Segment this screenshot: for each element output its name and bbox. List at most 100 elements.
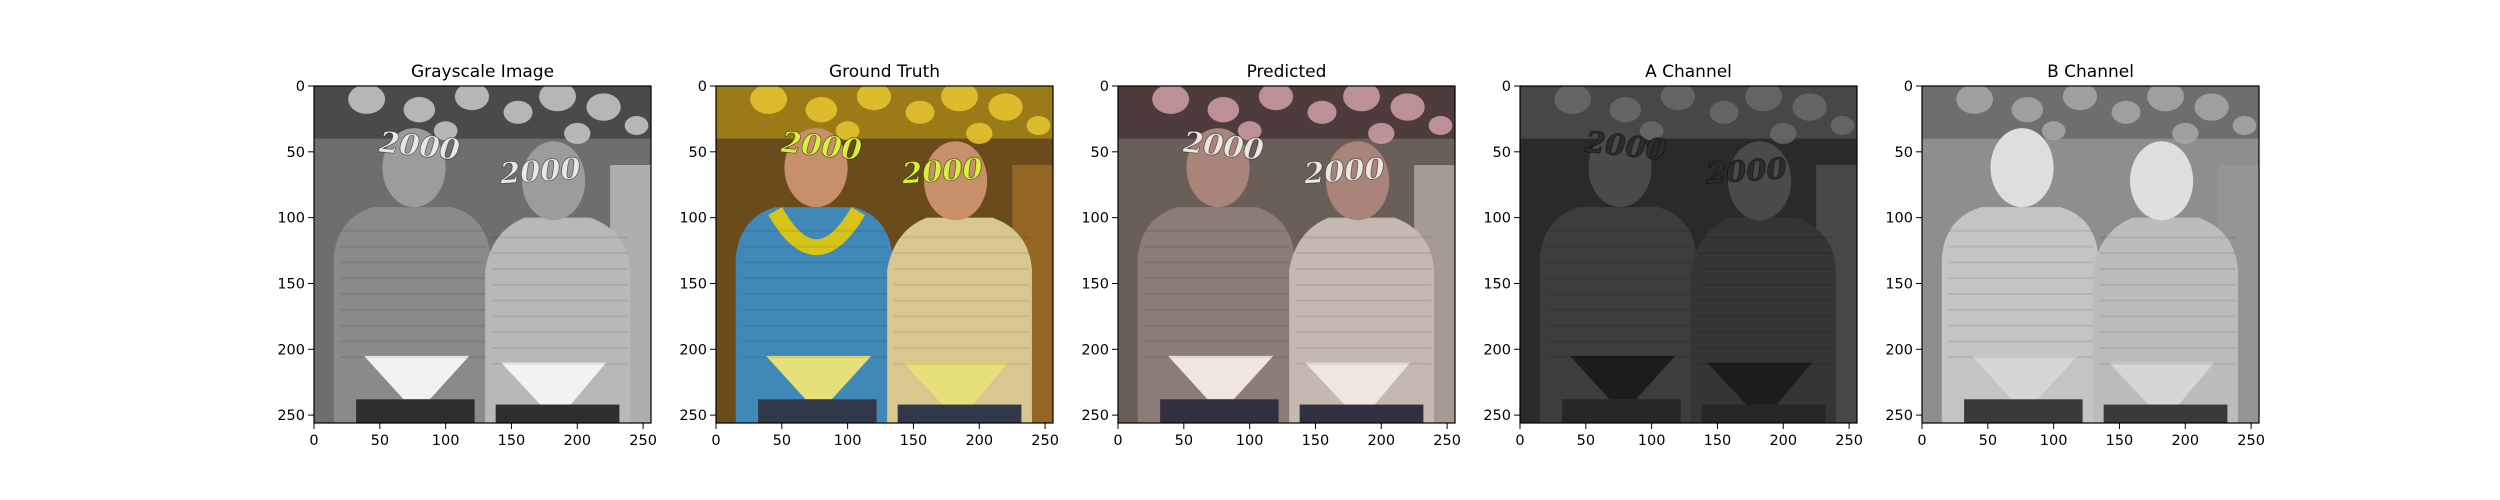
balloon: [1390, 93, 1425, 121]
left-person-underwear: [1570, 355, 1676, 400]
x-tick-label: 0: [1917, 433, 1926, 449]
right-person-head: [1325, 141, 1390, 221]
y-tick-label: 50: [1895, 145, 1913, 161]
x-tick-label: 50: [1577, 433, 1595, 449]
balloon: [1237, 121, 1262, 141]
left-person-jeans: [1160, 399, 1279, 423]
x-tick-label: 150: [2106, 433, 2134, 449]
balloon: [966, 122, 993, 144]
x-tick-label: 200: [2171, 433, 2199, 449]
left-person-lei: [768, 206, 865, 256]
x-tick-label: 50: [371, 433, 389, 449]
y-tick-label: 0: [1100, 79, 1109, 95]
y-tick-label: 100: [1483, 211, 1511, 227]
balloon: [564, 122, 591, 144]
balloon: [433, 121, 458, 141]
y-tick-label: 150: [1483, 276, 1511, 292]
right-person-head: [521, 141, 586, 221]
balloon: [805, 97, 838, 123]
left-person-jeans: [1964, 399, 2083, 423]
left-person-lei: [1170, 206, 1267, 256]
right-person-underwear: [2108, 362, 2215, 405]
left-person-head: [1588, 128, 1652, 208]
right-person-underwear: [902, 362, 1009, 405]
y-tick-label: 0: [296, 79, 305, 95]
balloon: [403, 97, 436, 123]
y-tick-label: 200: [1885, 342, 1913, 358]
y-tick-label: 0: [698, 79, 707, 95]
panel-frame: [1117, 85, 1456, 424]
balloon: [2011, 97, 2044, 123]
x-tick-label: 0: [309, 433, 318, 449]
x-tick-label: 100: [432, 433, 460, 449]
balloon: [539, 86, 576, 112]
glasses-2000-text: 2000: [377, 125, 462, 167]
x-tick-label: 0: [1113, 433, 1122, 449]
balloon: [2172, 122, 2199, 144]
balloon: [1554, 86, 1592, 114]
glasses-2000-text: 2000: [1704, 151, 1788, 191]
balloon: [1343, 86, 1380, 112]
balloon: [1258, 86, 1294, 111]
panel-frame: [1921, 85, 2260, 424]
right-person-underwear: [1304, 362, 1411, 405]
balloon: [1307, 100, 1337, 124]
right-person-head: [1727, 141, 1792, 221]
balloon: [1152, 86, 1190, 114]
x-tick-label: 250: [1835, 433, 1863, 449]
x-tick-label: 150: [498, 433, 526, 449]
balloon: [1660, 86, 1696, 111]
left-person-head: [784, 128, 848, 208]
left-person-jeans: [356, 399, 475, 423]
x-tick-label: 250: [629, 433, 657, 449]
y-tick-label: 50: [689, 145, 707, 161]
y-tick-label: 250: [1885, 408, 1913, 424]
y-tick-label: 250: [1483, 408, 1511, 424]
balloon: [2194, 93, 2229, 121]
balloon: [1639, 121, 1664, 141]
x-tick-label: 0: [711, 433, 720, 449]
y-tick-label: 250: [679, 408, 707, 424]
x-tick-label: 250: [1433, 433, 1461, 449]
left-person-underwear: [1972, 355, 2078, 400]
y-tick-label: 200: [1081, 342, 1109, 358]
balloon: [750, 86, 788, 114]
left-person-underwear: [1168, 355, 1274, 400]
y-tick-label: 200: [1483, 342, 1511, 358]
x-tick-label: 100: [1236, 433, 1264, 449]
balloon: [905, 100, 935, 124]
balloon: [2062, 86, 2098, 111]
panel-title: B Channel: [2047, 62, 2134, 82]
y-tick-label: 150: [679, 276, 707, 292]
x-tick-label: 150: [900, 433, 928, 449]
x-tick-label: 50: [773, 433, 791, 449]
balloon: [2111, 100, 2141, 124]
balloon: [1428, 116, 1453, 135]
balloon: [2041, 121, 2066, 141]
balloon: [2232, 116, 2257, 135]
balloon: [941, 86, 978, 112]
balloon: [835, 121, 860, 141]
left-person-underwear: [766, 355, 872, 400]
right-person-jeans: [1701, 404, 1826, 423]
panel-title: Ground Truth: [829, 62, 940, 82]
y-tick-label: 150: [1885, 276, 1913, 292]
panel-title: Grayscale Image: [411, 62, 554, 82]
left-person-underwear: [364, 355, 470, 400]
left-person-lei: [366, 206, 463, 256]
x-tick-label: 100: [1638, 433, 1666, 449]
x-tick-label: 100: [834, 433, 862, 449]
balloon: [348, 86, 386, 114]
x-tick-label: 250: [1031, 433, 1059, 449]
x-tick-label: 200: [1769, 433, 1797, 449]
balloon: [1207, 97, 1240, 123]
y-tick-label: 100: [277, 211, 305, 227]
y-tick-label: 100: [1081, 211, 1109, 227]
y-tick-label: 50: [1493, 145, 1511, 161]
